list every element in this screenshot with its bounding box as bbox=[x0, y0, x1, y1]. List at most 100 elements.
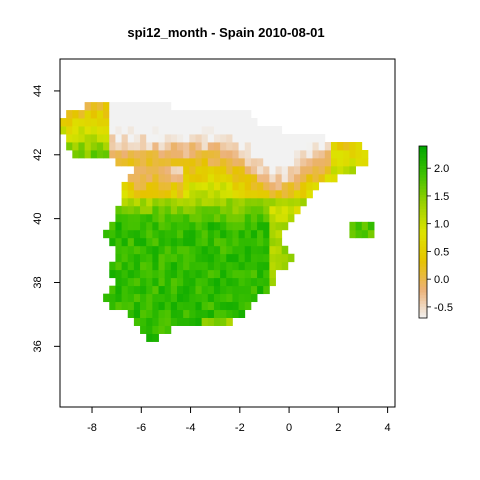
raster-cell bbox=[263, 173, 270, 183]
raster-cell bbox=[146, 173, 153, 183]
raster-cell bbox=[300, 181, 307, 191]
raster-cell bbox=[115, 221, 122, 231]
raster-cell bbox=[275, 181, 283, 191]
legend-tick-label: 0.0 bbox=[434, 274, 449, 286]
raster-cell bbox=[324, 157, 332, 167]
raster-cell bbox=[133, 301, 141, 311]
raster-cell bbox=[140, 245, 147, 255]
raster-cell bbox=[90, 126, 98, 135]
raster-cell bbox=[152, 197, 159, 207]
raster-cell bbox=[213, 189, 221, 199]
raster-cell bbox=[324, 149, 332, 159]
raster-cell bbox=[250, 277, 258, 287]
raster-cell bbox=[84, 126, 92, 135]
raster-cell bbox=[238, 189, 246, 199]
legend-color-bar bbox=[419, 146, 427, 319]
raster-cell bbox=[312, 142, 320, 151]
raster-cell bbox=[90, 142, 98, 151]
raster-cell bbox=[238, 277, 246, 287]
raster-cell bbox=[133, 285, 141, 295]
raster-cell bbox=[300, 189, 307, 199]
raster-cell bbox=[121, 277, 129, 287]
raster-cell bbox=[287, 253, 295, 263]
raster-cell bbox=[201, 269, 209, 279]
legend-color-step bbox=[419, 283, 427, 287]
raster-cell bbox=[195, 285, 203, 295]
raster-cell bbox=[226, 229, 233, 239]
raster-cell bbox=[324, 165, 332, 175]
raster-cell bbox=[133, 237, 141, 247]
raster-cell bbox=[189, 245, 196, 255]
raster-cell bbox=[213, 285, 221, 295]
raster-cell bbox=[177, 221, 184, 231]
raster-cell bbox=[226, 221, 233, 231]
raster-cell bbox=[177, 126, 184, 135]
raster-cell bbox=[226, 173, 233, 183]
raster-cell bbox=[330, 157, 338, 167]
raster-cell bbox=[121, 126, 129, 135]
raster-cell bbox=[337, 142, 344, 151]
raster-cell bbox=[213, 165, 221, 175]
legend-color-step bbox=[419, 263, 427, 267]
raster-cell bbox=[177, 213, 184, 223]
raster-cell bbox=[220, 142, 227, 151]
raster-cell bbox=[226, 245, 233, 255]
raster-cell bbox=[213, 269, 221, 279]
raster-cell bbox=[213, 197, 221, 207]
raster-cell bbox=[189, 269, 196, 279]
legend-color-step bbox=[419, 180, 427, 184]
raster-cell bbox=[207, 181, 215, 191]
raster-cell bbox=[158, 309, 166, 318]
raster-cell bbox=[146, 205, 153, 215]
raster-cell bbox=[189, 285, 196, 295]
raster-cell bbox=[207, 213, 215, 223]
raster-cell bbox=[170, 245, 178, 255]
raster-cell bbox=[103, 134, 110, 143]
raster-cell bbox=[201, 293, 209, 303]
raster-cell bbox=[213, 253, 221, 263]
raster-cell bbox=[300, 149, 307, 159]
raster-cell bbox=[72, 126, 79, 135]
legend-color-step bbox=[419, 277, 427, 282]
raster-cell bbox=[343, 142, 350, 151]
raster-cell bbox=[115, 205, 122, 215]
raster-cell bbox=[207, 157, 215, 167]
raster-cell bbox=[195, 269, 203, 279]
raster-cell bbox=[263, 197, 270, 207]
raster-cell bbox=[121, 149, 129, 159]
x-axis: -8 -6 -4 -2 0 2 4 bbox=[87, 406, 391, 434]
raster-cell bbox=[115, 142, 122, 151]
raster-cell bbox=[281, 221, 289, 231]
raster-cell bbox=[66, 126, 73, 135]
raster-cell bbox=[109, 261, 116, 271]
raster-cell bbox=[257, 277, 264, 287]
raster-cell bbox=[183, 165, 190, 175]
raster-cell bbox=[133, 213, 141, 223]
raster-cell bbox=[158, 110, 166, 119]
raster-cell bbox=[269, 221, 276, 231]
raster-cell bbox=[263, 213, 270, 223]
raster-cell bbox=[133, 149, 141, 159]
raster-cell bbox=[226, 181, 233, 191]
raster-cell bbox=[220, 205, 227, 215]
legend-color-step bbox=[419, 214, 427, 218]
raster-cell bbox=[183, 213, 190, 223]
raster-cell bbox=[84, 149, 92, 159]
raster-cell bbox=[183, 229, 190, 239]
legend-color-step bbox=[419, 269, 427, 273]
raster-cell bbox=[300, 197, 307, 207]
raster-cell bbox=[263, 269, 270, 279]
raster-cell bbox=[170, 134, 178, 143]
legend-color-step bbox=[419, 203, 427, 207]
raster-cell bbox=[189, 118, 196, 127]
raster-cell bbox=[177, 229, 184, 239]
raster-cell bbox=[189, 213, 196, 223]
raster-cell bbox=[226, 157, 233, 167]
legend-tick-label: 1.5 bbox=[434, 191, 449, 203]
raster-cell bbox=[158, 253, 166, 263]
raster-cell bbox=[158, 197, 166, 207]
raster-cell bbox=[213, 173, 221, 183]
raster-cell bbox=[195, 110, 203, 119]
raster-cell bbox=[121, 221, 129, 231]
raster-cell bbox=[146, 277, 153, 287]
